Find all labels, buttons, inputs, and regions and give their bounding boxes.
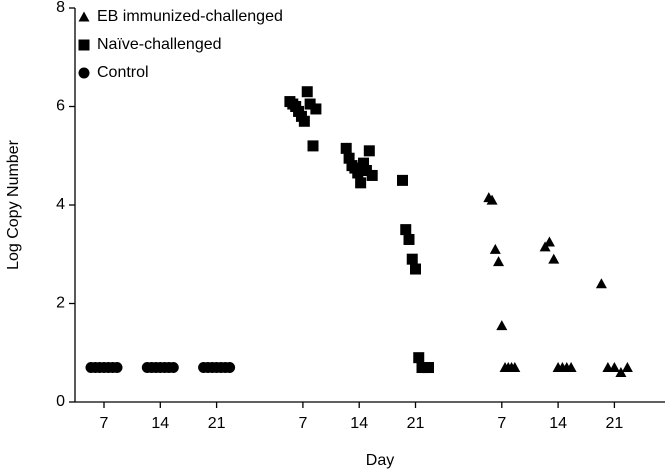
- data-point: [486, 194, 498, 205]
- x-axis-label: Day: [366, 452, 394, 469]
- x-tick-label: 21: [606, 415, 624, 432]
- x-tick-label: 21: [208, 415, 226, 432]
- data-point: [340, 142, 352, 154]
- y-tick-label: 4: [56, 196, 65, 213]
- data-point: [489, 243, 501, 254]
- data-point: [366, 169, 378, 181]
- data-point: [608, 362, 620, 373]
- data-point: [410, 263, 421, 275]
- data-point: [310, 103, 322, 115]
- y-tick-label: 6: [56, 98, 65, 115]
- data-point: [413, 352, 425, 364]
- data-point: [493, 256, 505, 267]
- data-point: [400, 224, 412, 236]
- data-point: [621, 362, 633, 373]
- data-point: [360, 165, 372, 177]
- data-point: [352, 167, 364, 179]
- data-point: [358, 157, 370, 169]
- x-tick-label: 21: [407, 415, 425, 432]
- x-tick-label: 14: [549, 415, 567, 432]
- y-tick-label: 0: [56, 393, 65, 410]
- legend-label: EB immunized-challenged: [97, 8, 283, 25]
- x-tick-label: 7: [100, 415, 109, 432]
- legend-marker: [78, 11, 90, 22]
- legend-marker: [78, 67, 90, 79]
- data-point: [363, 145, 375, 157]
- data-point: [595, 278, 607, 289]
- y-axis-label: Log Copy Number: [5, 139, 22, 270]
- data-point: [304, 98, 316, 110]
- y-tick-label: 8: [56, 0, 65, 16]
- data-point: [496, 320, 508, 331]
- data-point: [397, 174, 408, 186]
- data-point: [509, 362, 521, 373]
- data-point: [111, 362, 123, 374]
- legend-marker: [78, 39, 90, 51]
- x-tick-label: 14: [151, 415, 169, 432]
- x-tick-label: 7: [497, 415, 506, 432]
- data-point: [167, 362, 179, 374]
- legend-label: Naïve-challenged: [97, 36, 222, 53]
- data-point: [343, 152, 355, 164]
- data-point: [565, 362, 577, 373]
- data-point: [406, 253, 418, 265]
- data-point: [615, 366, 627, 377]
- data-point: [224, 362, 236, 374]
- data-point: [403, 233, 415, 245]
- data-point: [423, 362, 434, 374]
- x-tick-label: 7: [298, 415, 307, 432]
- data-point: [298, 115, 310, 127]
- y-tick-label: 2: [56, 295, 65, 312]
- x-tick-label: 14: [350, 415, 368, 432]
- data-point: [548, 253, 560, 264]
- data-point: [543, 236, 555, 247]
- data-point: [301, 86, 313, 98]
- data-point: [355, 177, 367, 189]
- legend-label: Control: [97, 64, 149, 81]
- data-point: [307, 140, 319, 152]
